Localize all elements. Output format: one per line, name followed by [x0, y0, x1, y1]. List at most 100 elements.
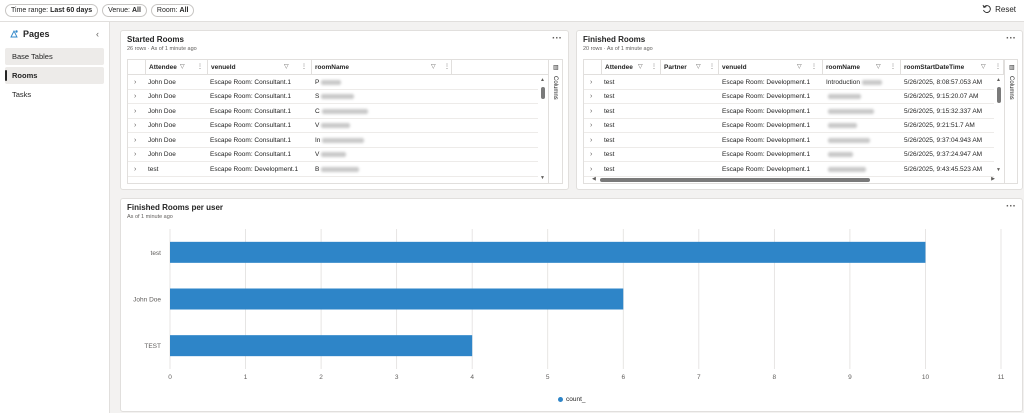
scrollbar-thumb[interactable]	[997, 87, 1001, 103]
bar[interactable]	[170, 335, 473, 357]
more-vertical-icon[interactable]: ⋮	[890, 64, 896, 70]
more-vertical-icon[interactable]: ⋮	[709, 64, 715, 70]
sidebar-item-base-tables[interactable]: Base Tables	[5, 48, 104, 65]
table-cell: B	[315, 162, 450, 176]
table-row[interactable]: › test Escape Room: Development.1 5/26/2025…	[584, 104, 994, 119]
horizontal-scrollbar[interactable]: ▶ ◀	[592, 176, 995, 183]
expand-row-icon[interactable]: ›	[134, 78, 137, 86]
bar[interactable]	[170, 288, 624, 310]
card-title: Finished Rooms per user	[127, 203, 224, 212]
table-row[interactable]: › test Escape Room: Development.1 B	[128, 162, 538, 177]
vertical-scrollbar[interactable]: ▲ ▼	[995, 75, 1003, 175]
expand-row-icon[interactable]: ›	[590, 122, 593, 129]
filter-time-range[interactable]: Time range: Last 60 days	[5, 4, 99, 17]
filter-icon[interactable]: ▽	[876, 64, 881, 70]
more-vertical-icon[interactable]: ⋮	[197, 64, 203, 70]
expand-row-icon[interactable]: ›	[590, 165, 593, 173]
filter-icon[interactable]: ▽	[284, 64, 289, 70]
scroll-left-icon[interactable]: ◀	[592, 176, 596, 182]
expand-row-icon[interactable]: ›	[590, 93, 593, 100]
more-vertical-icon[interactable]: ⋮	[811, 64, 817, 70]
table-row[interactable]: › John Doe Escape Room: Consultant.1 In	[128, 133, 538, 148]
table-row[interactable]: › John Doe Escape Room: Consultant.1 P	[128, 75, 538, 90]
table-cell	[826, 119, 899, 133]
expand-row-icon[interactable]: ›	[134, 151, 137, 158]
table-row[interactable]: › test Escape Room: Development.1 5/26/2025…	[584, 133, 994, 148]
column-header-attendee[interactable]: Attendee ▽ ⋮	[602, 60, 661, 75]
scroll-up-icon[interactable]: ▲	[996, 77, 1001, 83]
scrollbar-thumb[interactable]	[541, 87, 545, 99]
filter-icon[interactable]: ▽	[638, 64, 643, 70]
more-vertical-icon[interactable]: ⋮	[995, 64, 1001, 70]
card-subtitle: As of 1 minute ago	[127, 214, 173, 220]
filter-icon[interactable]: ▽	[696, 64, 701, 70]
column-header-roomname[interactable]: roomName ▽ ⋮	[823, 60, 901, 75]
sidebar-item-tasks[interactable]: Tasks	[5, 86, 104, 103]
filter-icon[interactable]: ▽	[180, 64, 185, 70]
chart-legend[interactable]: count_	[558, 396, 586, 403]
table-row[interactable]: › John Doe Escape Room: Consultant.1 V	[128, 148, 538, 162]
scroll-up-icon[interactable]: ▲	[540, 77, 545, 83]
table-row[interactable]: › test Escape Room: Development.1 Introduct…	[584, 75, 994, 90]
expand-row-icon[interactable]: ›	[134, 93, 137, 100]
table-row[interactable]: › test Escape Room: Development.1 5/26/2025…	[584, 148, 994, 162]
table-row[interactable]: › test Escape Room: Development.1 5/26/2025…	[584, 90, 994, 104]
x-tick-label: 1	[244, 374, 248, 381]
filter-icon[interactable]: ▽	[981, 64, 986, 70]
scrollbar-thumb[interactable]	[600, 178, 870, 182]
card-title: Started Rooms	[127, 35, 184, 44]
chevron-left-icon[interactable]: ‹	[96, 29, 99, 39]
scroll-right-icon[interactable]: ▶	[991, 176, 995, 182]
column-header-attendee[interactable]: Attendee ▽ ⋮	[146, 60, 208, 75]
filter-icon[interactable]: ▽	[431, 64, 436, 70]
more-options-icon[interactable]: ···	[552, 33, 562, 44]
cell-text: 5/26/2025, 9:37:24.947 AM	[904, 151, 983, 158]
scroll-down-icon[interactable]: ▼	[996, 167, 1001, 173]
expand-row-icon[interactable]: ›	[590, 151, 593, 158]
column-header-roomstartdatetime[interactable]: roomStartDateTime ▽ ⋮	[901, 60, 1004, 75]
expand-row-icon[interactable]: ›	[134, 165, 137, 173]
columns-panel-toggle[interactable]: ▥ Columns	[1004, 60, 1017, 183]
column-header-partner[interactable]: Partner ▽ ⋮	[661, 60, 719, 75]
columns-icon: ▥	[1009, 65, 1015, 71]
filter-icon[interactable]: ▽	[797, 64, 802, 70]
more-vertical-icon[interactable]: ⋮	[651, 64, 657, 70]
more-vertical-icon[interactable]: ⋮	[301, 64, 307, 70]
cell-text: S	[315, 93, 320, 100]
expand-row-icon[interactable]: ›	[134, 107, 137, 115]
table-row[interactable]: › John Doe Escape Room: Consultant.1 C	[128, 104, 538, 119]
column-header-venueid[interactable]: venueId ▽ ⋮	[208, 60, 312, 75]
redacted-text	[828, 166, 866, 172]
table-cell: 5/26/2025, 9:15:20.07 AM	[904, 90, 994, 104]
vertical-scrollbar[interactable]: ▲ ▼	[539, 75, 547, 183]
table-row[interactable]: › John Doe Escape Room: Consultant.1 S	[128, 90, 538, 104]
column-header-roomname[interactable]: roomName ▽ ⋮	[312, 60, 452, 75]
reset-button[interactable]: Reset	[982, 4, 1016, 14]
expand-row-icon[interactable]: ›	[590, 78, 593, 86]
more-options-icon[interactable]: ···	[1006, 201, 1016, 212]
bar[interactable]	[170, 241, 926, 263]
expand-row-icon[interactable]: ›	[590, 136, 593, 144]
more-vertical-icon[interactable]: ⋮	[444, 64, 450, 70]
filter-room[interactable]: Room: All	[150, 4, 195, 17]
sidebar-item-label: Rooms	[12, 71, 38, 80]
table-row[interactable]: › John Doe Escape Room: Consultant.1 V	[128, 119, 538, 133]
columns-panel-toggle[interactable]: ▥ Columns	[548, 60, 562, 183]
scroll-down-icon[interactable]: ▼	[540, 175, 545, 181]
cell-text: C	[315, 107, 320, 115]
expand-row-icon[interactable]: ›	[134, 122, 137, 129]
table-cell: test	[604, 162, 659, 176]
cell-text: test	[148, 165, 159, 173]
cell-text: test	[604, 122, 615, 129]
filter-venue[interactable]: Venue: All	[102, 4, 147, 17]
column-header-venueid[interactable]: venueId ▽ ⋮	[719, 60, 823, 75]
sidebar-item-rooms[interactable]: Rooms	[5, 67, 104, 84]
x-tick-label: 11	[998, 374, 1005, 381]
more-options-icon[interactable]: ···	[1006, 33, 1016, 44]
expand-row-icon[interactable]: ›	[590, 107, 593, 115]
expand-row-icon[interactable]: ›	[134, 136, 137, 144]
table-row[interactable]: › test Escape Room: Development.1 5/26/2025…	[584, 119, 994, 133]
table-row[interactable]: › test Escape Room: Development.1 5/26/2025…	[584, 162, 994, 177]
table-cell	[664, 148, 717, 162]
x-tick-label: 4	[470, 374, 474, 381]
